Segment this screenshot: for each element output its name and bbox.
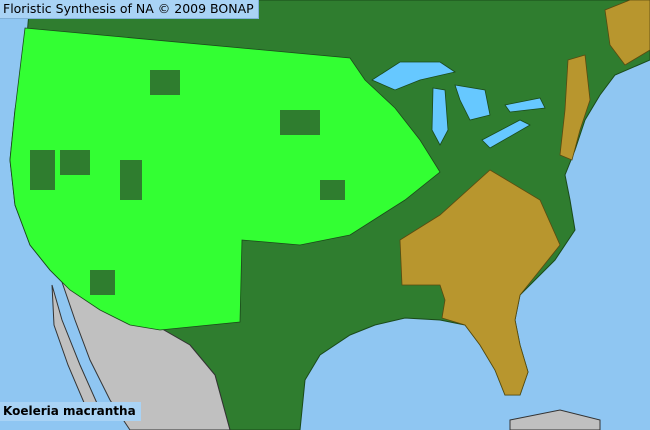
- lake-superior: [371, 61, 456, 91]
- northeast-gold-strip: [559, 54, 591, 161]
- lake-michigan: [431, 87, 449, 146]
- maine-gold-region: [604, 0, 650, 66]
- lake-erie: [481, 119, 531, 149]
- dark-green-county-patches: [30, 70, 345, 295]
- species-label: Koeleria macrantha: [0, 402, 141, 421]
- lake-ontario: [504, 97, 546, 113]
- western-light-green-region: [9, 27, 441, 331]
- lake-huron: [454, 84, 491, 121]
- map-title: Floristic Synthesis of NA © 2009 BONAP: [0, 0, 259, 19]
- southeast-gold-region: [399, 169, 561, 396]
- cuba: [509, 409, 601, 430]
- great-lakes: [371, 61, 546, 149]
